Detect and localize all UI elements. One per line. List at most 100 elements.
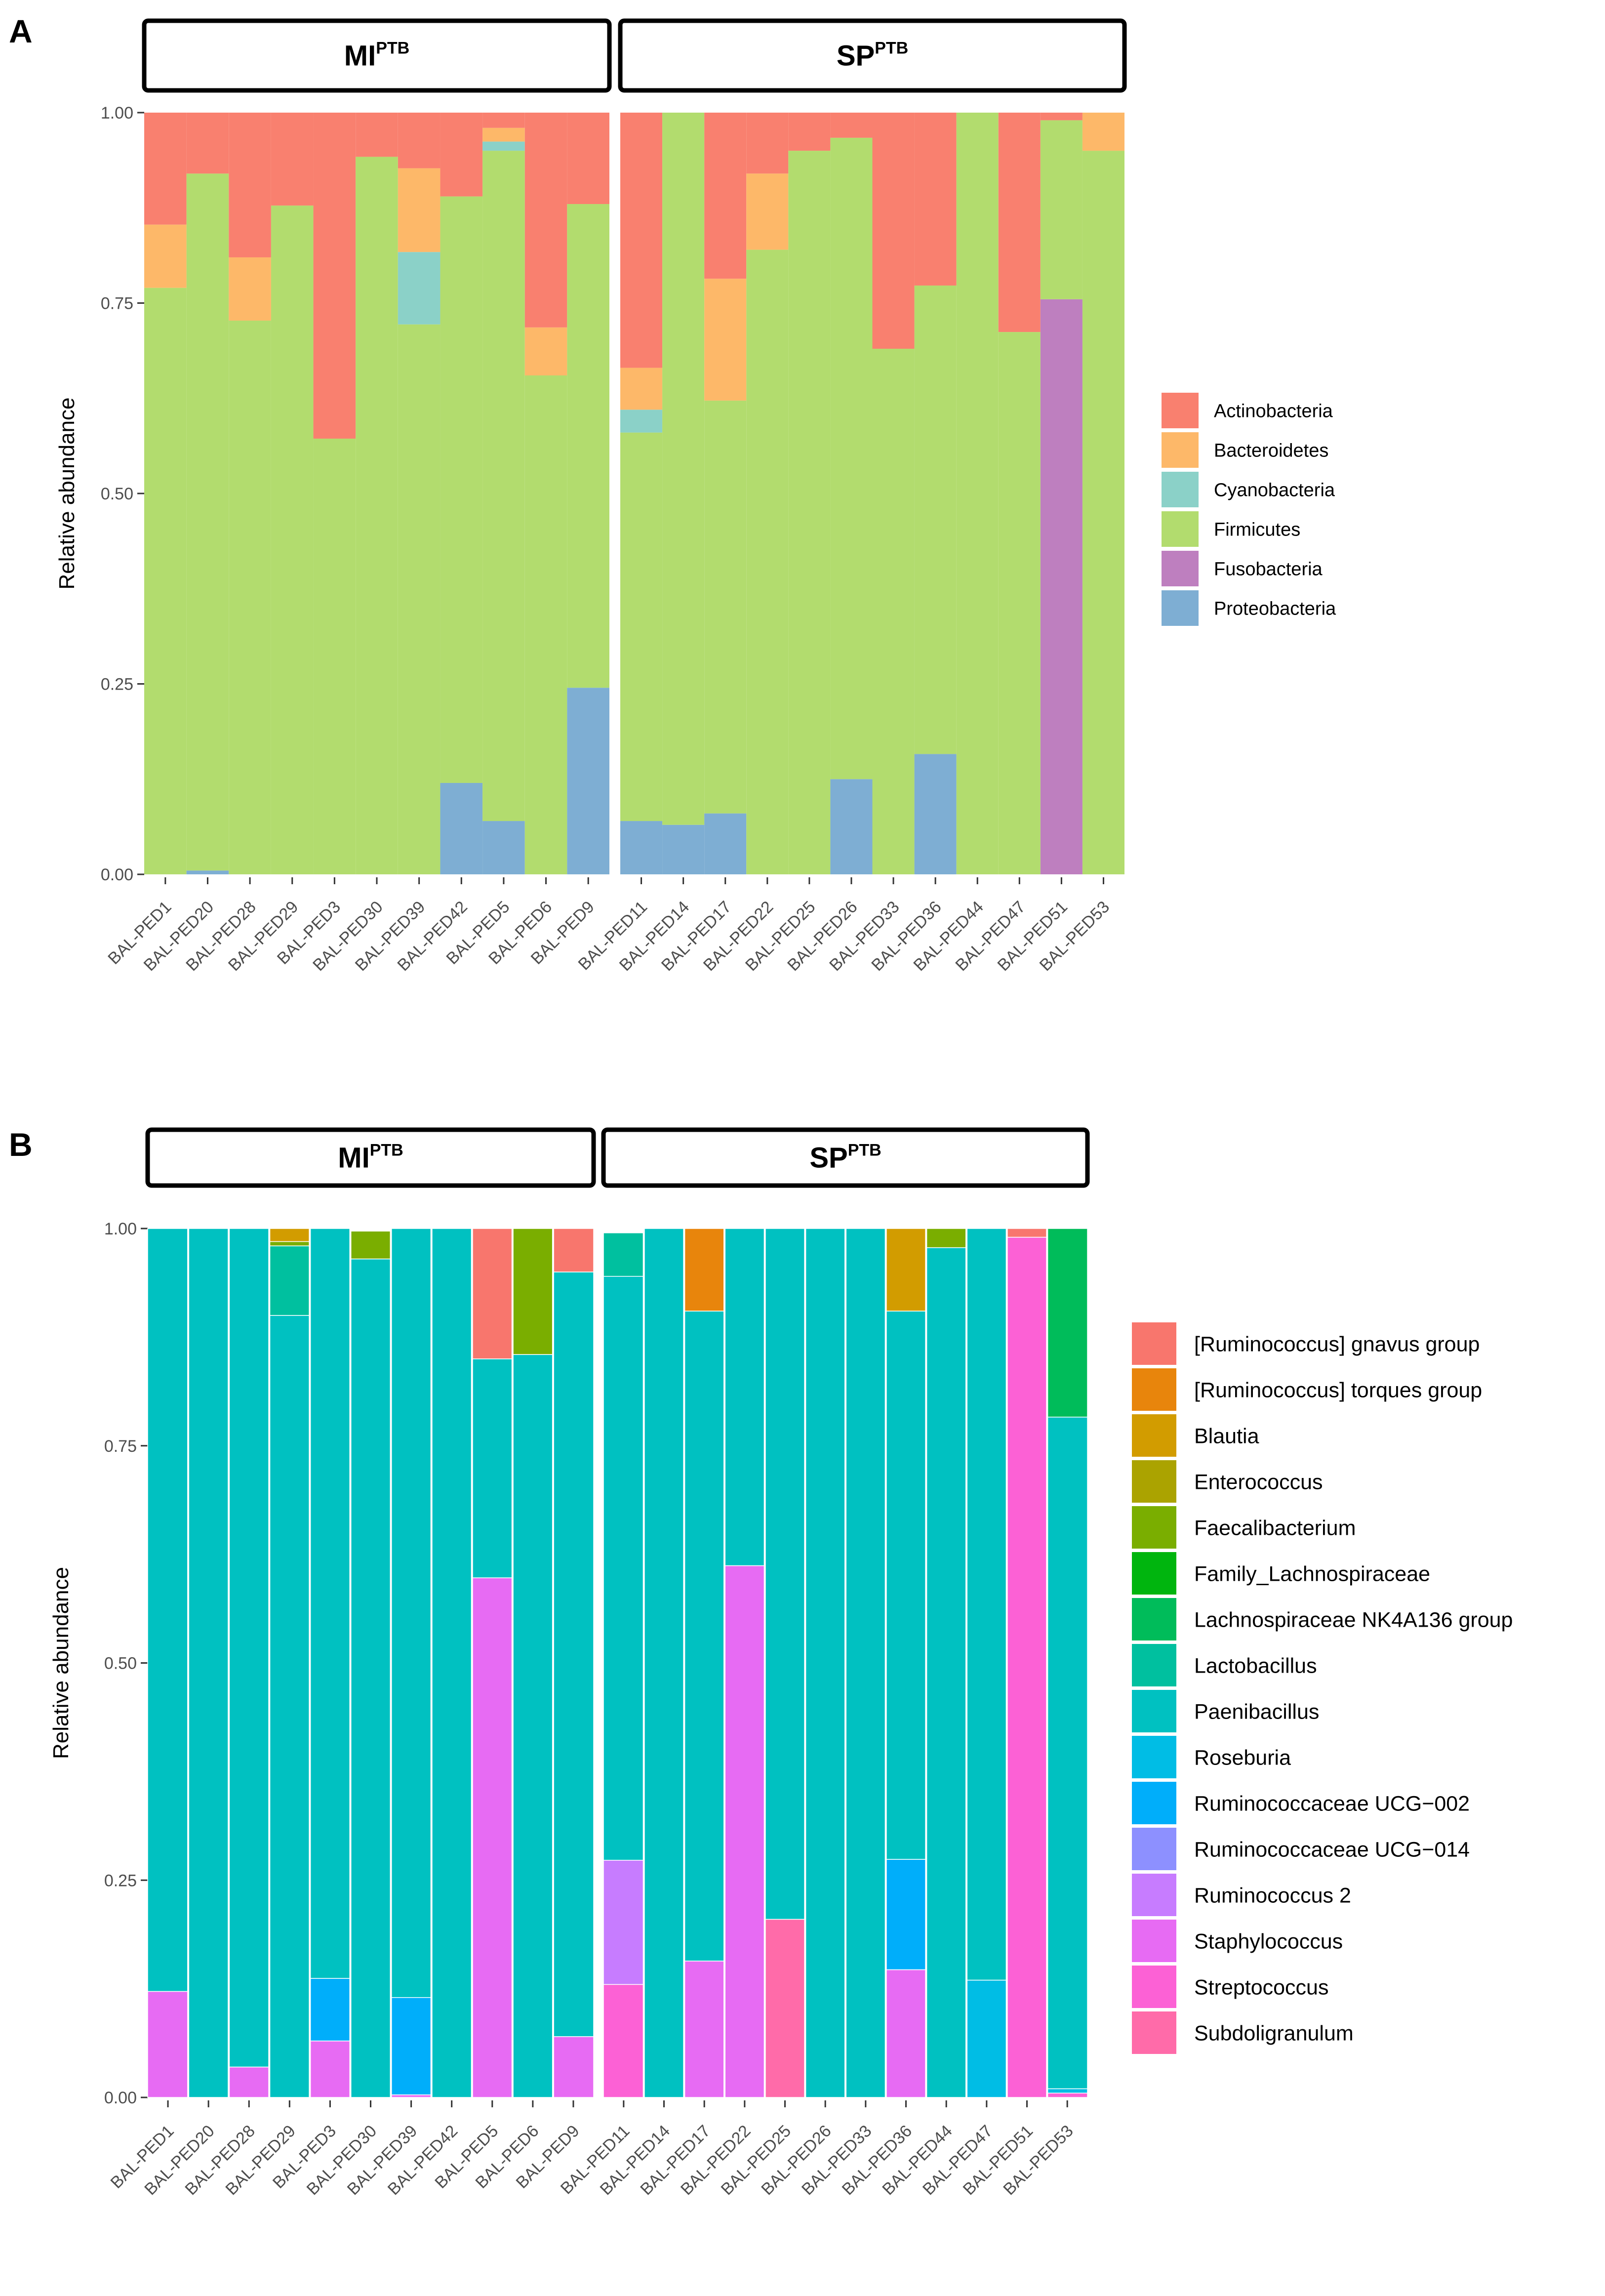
legend-swatch	[1132, 1920, 1176, 1962]
facet-label-sup: PTB	[875, 39, 908, 58]
bar-segment	[998, 113, 1041, 332]
legend-label: Bacteroidetes	[1214, 441, 1328, 461]
bar-segment	[482, 127, 525, 142]
legend-swatch	[1132, 1460, 1176, 1503]
legend-swatch	[1162, 511, 1199, 547]
legend-label: Faecalibacterium	[1194, 1516, 1356, 1540]
bar-segment	[228, 1228, 270, 2068]
bar-stack	[229, 113, 271, 874]
bar-segment	[1040, 120, 1083, 299]
bar-segment	[788, 113, 831, 151]
bar-stack	[1046, 1228, 1088, 2098]
bar-segment	[271, 113, 314, 206]
bar-segment	[1006, 1236, 1048, 2098]
bar-segment	[1006, 1228, 1048, 1238]
legend-swatch	[1162, 551, 1199, 586]
bar-segment	[398, 113, 441, 168]
facet-label: SPPTB	[809, 1141, 881, 1174]
bar-segment	[186, 870, 229, 874]
bar-stack	[147, 1228, 189, 2098]
facet-label-main: SP	[837, 40, 875, 72]
legend-label: Blautia	[1194, 1424, 1259, 1448]
bar-segment	[471, 1358, 513, 1578]
bar-segment	[309, 1228, 351, 1979]
bar-segment	[764, 1919, 806, 2098]
bar-stack	[431, 1228, 473, 2098]
y-tick-label: 0.25	[101, 675, 133, 694]
bar-segment	[524, 375, 567, 874]
legend-label: Lactobacillus	[1194, 1654, 1317, 1678]
facet-label: SPPTB	[837, 39, 908, 72]
bar-segment	[603, 1984, 644, 2098]
bar-stack	[1040, 113, 1083, 874]
bar-segment	[398, 252, 441, 325]
bar-segment	[471, 1228, 513, 1359]
bar-segment	[724, 1565, 765, 2098]
facet-label-sup: PTB	[848, 1141, 882, 1160]
bar-stack	[1006, 1228, 1048, 2098]
bar-segment	[872, 349, 915, 874]
bar-segment	[683, 1961, 725, 2098]
bar-segment	[966, 1979, 1007, 2098]
y-tick-label: 1.00	[101, 104, 133, 123]
bar-segment	[872, 113, 915, 349]
legend-swatch	[1132, 1506, 1176, 1549]
bar-stack	[620, 113, 663, 874]
bar-segment	[567, 688, 609, 874]
bar-segment	[350, 1230, 392, 1260]
legend-swatch	[1132, 1598, 1176, 1640]
bar-segment	[1046, 2088, 1088, 2093]
legend-label: [Ruminococcus] torques group	[1194, 1378, 1482, 1402]
y-axis-title: Relative abundance	[55, 398, 79, 590]
bar-segment	[1046, 2092, 1088, 2098]
legend-label: Actinobacteria	[1214, 401, 1333, 422]
bar-segment	[309, 1978, 351, 2042]
bar-segment	[704, 113, 747, 279]
bar-segment	[269, 1228, 311, 1242]
bar-segment	[512, 1354, 554, 2098]
legend: Actinobacteria Bacteroidetes Cyanobacteria…	[1162, 393, 1336, 626]
y-tick-label: 0.75	[101, 294, 133, 313]
bar-segment	[482, 113, 525, 128]
bar-segment	[553, 2036, 594, 2098]
legend-label: Firmicutes	[1214, 520, 1300, 540]
bar-segment	[147, 1991, 189, 2098]
facet-strip	[618, 18, 1127, 93]
legend-label: Lachnospiraceae NK4A136 group	[1194, 1608, 1513, 1632]
legend-swatch	[1132, 1966, 1176, 2008]
legend: [Ruminococcus] gnavus group [Ruminococcus…	[1132, 1322, 1513, 2054]
bar-segment	[553, 1271, 594, 2037]
bar-segment	[704, 400, 747, 814]
bar-segment	[524, 113, 567, 328]
facet-strip	[601, 1127, 1090, 1188]
facet-label: MIPTB	[344, 39, 409, 72]
bar-stack	[309, 1228, 351, 2098]
bar-segment	[229, 320, 271, 874]
y-tick-label: 0.00	[101, 865, 133, 884]
facet-label-main: MI	[338, 1142, 369, 1174]
legend-swatch	[1162, 590, 1199, 626]
legend-swatch	[1162, 393, 1199, 428]
bar-segment	[683, 1228, 725, 1312]
bar-segment	[746, 249, 789, 874]
bar-segment	[914, 754, 957, 874]
bar-segment	[885, 1228, 927, 1312]
legend-swatch	[1132, 1874, 1176, 1916]
bar-stack	[956, 113, 999, 874]
bar-stack	[704, 113, 747, 874]
bar-segment	[1040, 113, 1083, 121]
bar-stack	[1082, 113, 1124, 875]
bar-segment	[704, 813, 747, 874]
bar-stack	[313, 113, 356, 874]
bar-segment	[512, 1228, 554, 1355]
panel-letter: B	[9, 1126, 33, 1163]
bar-segment	[1046, 1228, 1088, 1418]
bar-segment	[228, 2066, 270, 2098]
legend-label: Ruminococcaceae UCG−014	[1194, 1838, 1470, 1861]
bar-stack	[724, 1228, 765, 2098]
facet-strip	[142, 18, 612, 93]
legend-swatch	[1132, 1322, 1176, 1365]
bar-stack	[885, 1228, 927, 2098]
bar-segment	[390, 1997, 432, 2095]
bar-segment	[620, 432, 663, 821]
